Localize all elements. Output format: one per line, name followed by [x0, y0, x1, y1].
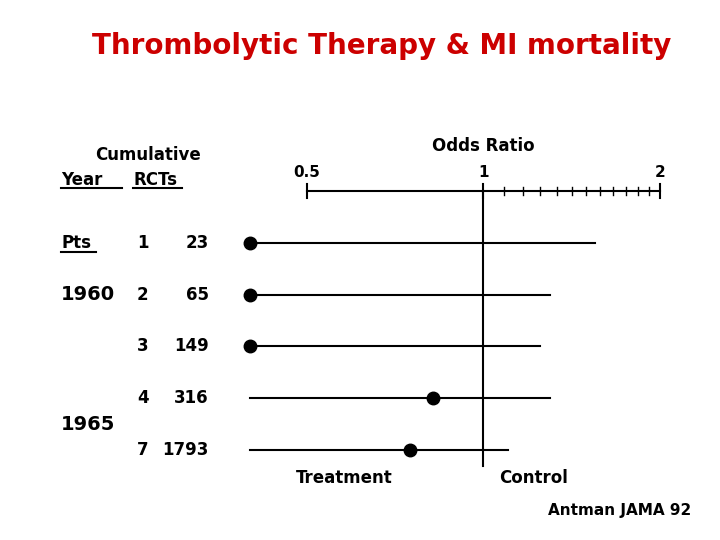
Text: 2: 2: [137, 286, 148, 303]
Text: Control: Control: [500, 469, 568, 488]
Text: RCTs: RCTs: [133, 171, 177, 188]
Text: Pts: Pts: [61, 234, 91, 252]
Text: 1960: 1960: [61, 285, 115, 304]
Text: 316: 316: [174, 389, 209, 407]
Text: Cumulative: Cumulative: [95, 146, 200, 164]
Text: 23: 23: [186, 234, 209, 252]
Text: Odds Ratio: Odds Ratio: [432, 137, 534, 155]
Text: 1965: 1965: [61, 415, 116, 434]
Text: 3: 3: [137, 338, 148, 355]
Text: 1: 1: [137, 234, 148, 252]
Text: 149: 149: [174, 338, 209, 355]
Text: 65: 65: [186, 286, 209, 303]
Text: 1: 1: [478, 165, 488, 180]
Text: 7: 7: [137, 441, 148, 459]
Text: Year: Year: [61, 171, 102, 188]
Text: 2: 2: [654, 165, 665, 180]
Text: 1793: 1793: [163, 441, 209, 459]
Text: Thrombolytic Therapy & MI mortality: Thrombolytic Therapy & MI mortality: [92, 32, 671, 60]
Text: 0.5: 0.5: [293, 165, 320, 180]
Text: Treatment: Treatment: [296, 469, 393, 488]
Text: 4: 4: [137, 389, 148, 407]
Text: Antman JAMA 92: Antman JAMA 92: [548, 503, 691, 518]
